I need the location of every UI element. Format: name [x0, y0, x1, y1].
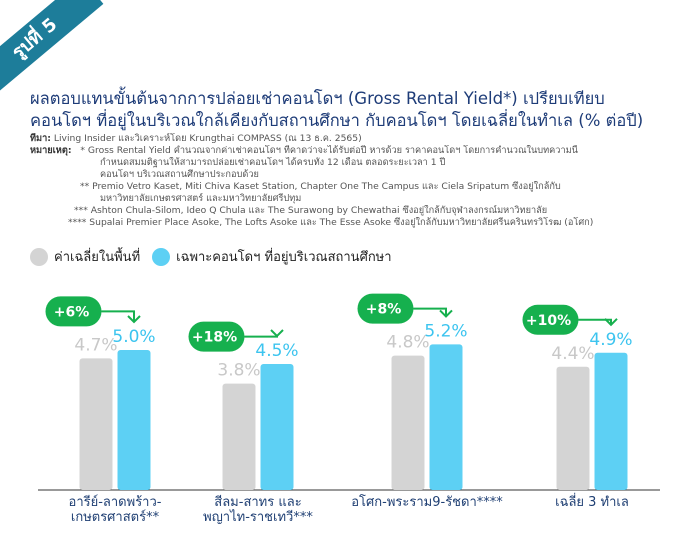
bar-chart: 4.7%5.0% +6% อารีย์-ลาดพร้าว-เกษตรศาสตร์**…: [38, 293, 660, 525]
diff-label-2: +8%: [366, 302, 402, 318]
category-label-0-1: เกษตรศาสตร์**: [71, 509, 160, 525]
note-text-2: คอนโดฯ บริเวณสถานศึกษาประกอบด้วย: [100, 169, 259, 180]
note-text-5: *** Ashton Chula-Silom, Ideo Q Chula และ…: [74, 205, 548, 216]
data-label-condo-3: 4.9%: [589, 330, 632, 350]
legend-label-condo: เฉพาะคอนโดฯ ที่อยู่บริเวณสถานศึกษา: [176, 250, 392, 265]
legend-swatch-avg: [30, 247, 48, 266]
diff-arrow-line-1: [244, 335, 278, 338]
category-label-3-0: เฉลี่ย 3 ทำเล: [555, 493, 629, 510]
note-text-6: **** Supalai Premier Place Asoke, The Lo…: [68, 217, 594, 228]
note-line-5: *** Ashton Chula-Silom, Ideo Q Chula และ…: [30, 205, 670, 217]
diff-arrow-head-2: [439, 309, 453, 318]
note-line-3: ** Premio Vetro Kaset, Miti Chiva Kaset …: [30, 181, 670, 193]
note-line-6: **** Supalai Premier Place Asoke, The Lo…: [30, 217, 670, 229]
note-text-1: กำหนดสมมติฐานให้สามารถปล่อยเช่าคอนโดฯ ได…: [100, 157, 446, 168]
bar-avg-2: [391, 355, 425, 490]
data-label-condo-0: 5.0%: [112, 327, 155, 347]
chart-title-line1: ผลตอบแทนขั้นต้นจากการปล่อยเช่าคอนโดฯ (Gr…: [30, 89, 605, 108]
data-label-avg-3: 4.4%: [551, 344, 594, 364]
diff-badge-1: [188, 321, 245, 352]
note-line-1: กำหนดสมมติฐานให้สามารถปล่อยเช่าคอนโดฯ ได…: [30, 157, 670, 169]
diff-arrow-line-0: [101, 310, 135, 322]
bar-condo-1: [260, 364, 294, 490]
legend-item-avg: ค่าเฉลี่ยในพื้นที่: [30, 246, 140, 267]
bar-avg-3: [556, 366, 590, 490]
note-text-0: * Gross Rental Yield คำนวณจากค่าเช่าคอนโ…: [80, 145, 578, 156]
figure-badge: รูปที่ 5: [0, 0, 104, 101]
source-text: Living Insider และวิเคราะห์โดย Krungthai…: [53, 133, 362, 144]
data-label-avg-0: 4.7%: [74, 335, 117, 355]
diff-arrow-head-0: [127, 315, 141, 324]
source-label: ที่มา:: [30, 133, 51, 144]
diff-arrow-head-3: [604, 318, 618, 327]
legend: ค่าเฉลี่ยในพื้นที่ เฉพาะคอนโดฯ ที่อยู่บร…: [30, 246, 404, 267]
bar-avg-0: [79, 358, 113, 490]
chart-title-line2: คอนโดฯ ที่อยู่ในบริเวณใกล้เคียงกับสถานศึ…: [30, 111, 644, 130]
data-label-condo-1: 4.5%: [255, 341, 298, 361]
note-line-0: หมายเหตุ: * Gross Rental Yield คำนวณจากค…: [30, 145, 670, 157]
legend-label-avg: ค่าเฉลี่ยในพื้นที่: [54, 250, 141, 265]
source-line: ที่มา: Living Insider และวิเคราะห์โดย Kr…: [30, 133, 670, 145]
note-line-4: มหาวิทยาลัยเกษตรศาสตร์ และมหาวิทยาลัยศรี…: [30, 193, 670, 205]
data-label-avg-1: 3.8%: [217, 361, 260, 381]
diff-arrow-line-3: [578, 318, 612, 325]
data-label-avg-2: 4.8%: [386, 333, 429, 353]
diff-badge-0: [45, 296, 102, 327]
bar-condo-0: [117, 350, 151, 490]
bar-avg-1: [222, 383, 256, 490]
note-text-3: ** Premio Vetro Kaset, Miti Chiva Kaset …: [80, 181, 561, 192]
diff-label-0: +6%: [54, 304, 90, 320]
diff-arrow-line-2: [413, 307, 447, 317]
note-line-2: คอนโดฯ บริเวณสถานศึกษาประกอบด้วย: [30, 169, 670, 181]
diff-badge-2: [357, 293, 414, 324]
diff-label-3: +10%: [526, 313, 571, 329]
note-label: หมายเหตุ:: [30, 145, 72, 156]
diff-badge-3: [522, 304, 579, 335]
category-label-1-0: สีลม-สาทร และ: [214, 494, 301, 510]
notes-block: ที่มา: Living Insider และวิเคราะห์โดย Kr…: [30, 133, 670, 229]
category-label-2-0: อโศก-พระราม9-รัชดา****: [351, 494, 503, 510]
diff-arrow-head-1: [270, 329, 284, 338]
category-label-1-1: พญาไท-ราชเทวี***: [203, 509, 313, 525]
data-label-condo-2: 5.2%: [424, 321, 467, 341]
legend-item-condo: เฉพาะคอนโดฯ ที่อยู่บริเวณสถานศึกษา: [152, 246, 392, 267]
diff-label-1: +18%: [192, 330, 237, 346]
bar-condo-2: [429, 344, 463, 490]
category-label-0-0: อารีย์-ลาดพร้าว-: [69, 494, 162, 510]
chart-title: ผลตอบแทนขั้นต้นจากการปล่อยเช่าคอนโดฯ (Gr…: [30, 88, 670, 132]
bar-condo-3: [594, 352, 628, 490]
note-text-4: มหาวิทยาลัยเกษตรศาสตร์ และมหาวิทยาลัยศรี…: [100, 193, 302, 204]
legend-swatch-condo: [152, 247, 171, 266]
